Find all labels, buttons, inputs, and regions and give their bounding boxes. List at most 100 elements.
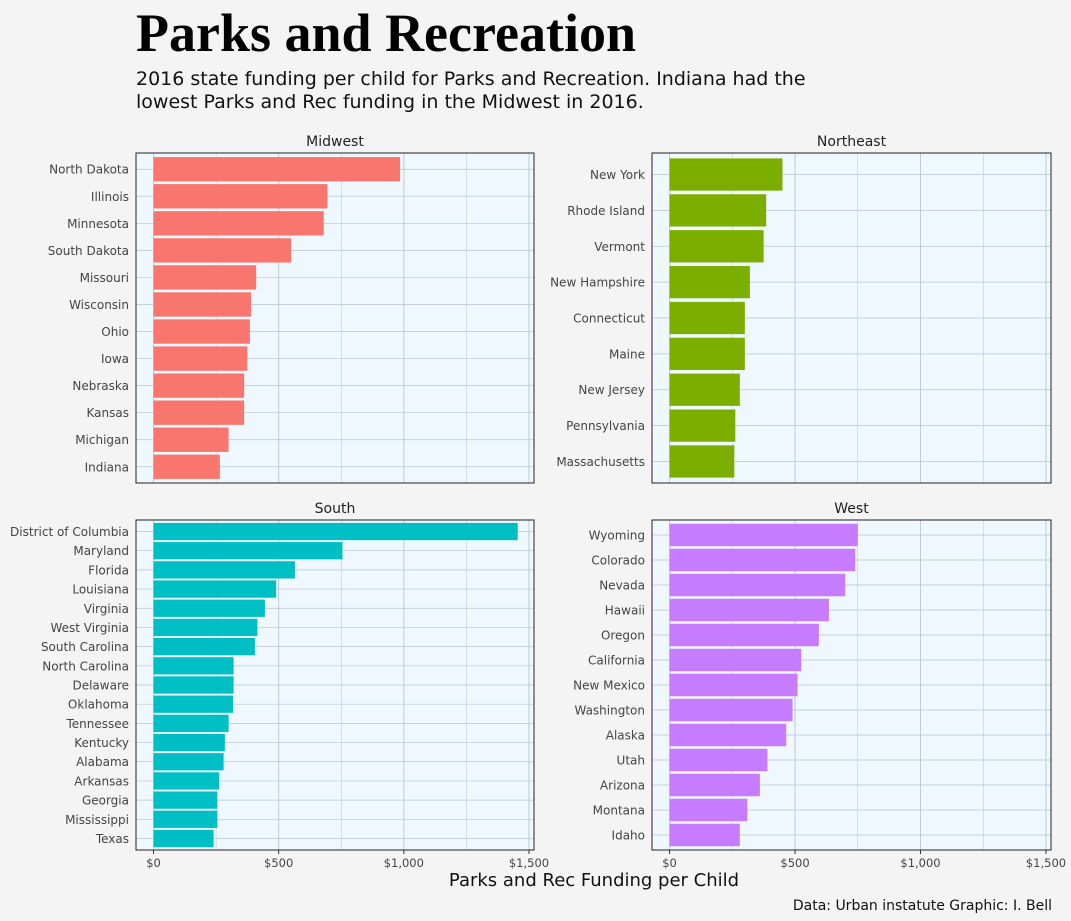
facet-title: Northeast [817, 134, 887, 150]
category-label: California [588, 654, 645, 668]
bar-arizona [669, 773, 760, 797]
bar-missouri [153, 265, 257, 290]
category-label: Iowa [101, 352, 129, 366]
bar-south-dakota [153, 238, 292, 263]
category-label: New Mexico [573, 679, 645, 693]
category-label: Delaware [72, 679, 129, 693]
bar-west-virginia [153, 618, 258, 637]
x-tick-label: $1,000 [384, 856, 424, 870]
bar-new-york [669, 158, 783, 191]
facet-title: West [834, 501, 869, 517]
x-tick-label: $500 [780, 856, 809, 870]
bar-georgia [153, 791, 218, 809]
category-label: Montana [593, 804, 645, 818]
bar-maine [669, 337, 745, 371]
bar-new-mexico [669, 673, 798, 697]
chart-title: Parks and Recreation [136, 3, 636, 63]
bar-north-carolina [153, 657, 234, 675]
bar-north-dakota [153, 157, 401, 182]
bar-florida [153, 561, 295, 579]
bar-hawaii [669, 598, 829, 622]
category-label: Minnesota [67, 217, 129, 231]
bar-oklahoma [153, 695, 234, 713]
bar-virginia [153, 599, 265, 617]
category-label: Virginia [84, 602, 129, 616]
bar-utah [669, 748, 768, 772]
facet-northeast: Northeast New York Rhode Island Vermont New … [550, 134, 1052, 484]
bar-idaho [669, 823, 740, 847]
category-label: Wyoming [589, 529, 645, 543]
category-label: Florida [88, 563, 129, 577]
category-label: Illinois [91, 190, 129, 204]
panel-border [135, 519, 535, 851]
category-label: Washington [574, 704, 645, 718]
category-label: North Carolina [42, 659, 129, 673]
bar-louisiana [153, 580, 277, 598]
category-label: Oregon [601, 629, 645, 643]
bar-south-carolina [153, 637, 255, 656]
category-label: District of Columbia [10, 525, 129, 539]
category-label: Georgia [82, 794, 129, 808]
bar-michigan [153, 427, 229, 452]
category-label: Vermont [594, 240, 645, 254]
bar-district-of-columbia [153, 522, 518, 541]
chart-subtitle: 2016 state funding per child for Parks a… [136, 68, 806, 113]
category-label: Colorado [591, 554, 645, 568]
x-axis-label: Parks and Rec Funding per Child [448, 870, 740, 891]
bar-texas [153, 829, 214, 848]
bar-nevada [669, 573, 846, 597]
category-label: Oklahoma [68, 698, 129, 712]
facet-title: Midwest [306, 134, 364, 150]
category-label: West Virginia [50, 621, 129, 635]
category-label: Missouri [80, 271, 129, 285]
category-label: New Jersey [578, 383, 645, 397]
category-label: Pennsylvania [566, 419, 645, 433]
x-tick-label: $1,500 [1026, 856, 1066, 870]
panel-border [135, 152, 535, 484]
category-label: Connecticut [573, 312, 645, 326]
bar-iowa [153, 346, 248, 371]
category-label: Indiana [85, 460, 129, 474]
category-label: Nebraska [72, 379, 129, 393]
bar-alabama [153, 753, 224, 771]
x-tick-label: $0 [146, 856, 161, 870]
bar-vermont [669, 230, 764, 263]
category-label: Kentucky [74, 736, 129, 750]
category-label: Massachusetts [556, 455, 645, 469]
category-label: Hawaii [605, 604, 645, 618]
category-label: Mississippi [65, 813, 129, 827]
category-label: Idaho [612, 829, 645, 843]
facet-midwest: Midwest North Dakota Illinois Minnesota Sout… [48, 134, 535, 484]
bar-arkansas [153, 772, 220, 790]
category-label: Arizona [600, 779, 645, 793]
bar-maryland [153, 542, 343, 560]
bar-new-hampshire [669, 265, 750, 299]
category-label: South Carolina [41, 640, 129, 654]
bar-connecticut [669, 301, 745, 335]
bar-rhode-island [669, 194, 767, 227]
bar-wyoming [669, 523, 858, 547]
bar-tennessee [153, 714, 229, 733]
bar-colorado [669, 548, 856, 572]
category-label: Kansas [87, 406, 129, 420]
bar-wisconsin [153, 292, 252, 317]
category-label: North Dakota [49, 163, 129, 177]
bar-oregon [669, 623, 819, 647]
category-label: New Hampshire [550, 276, 645, 290]
bar-kentucky [153, 733, 225, 752]
bar-new-jersey [669, 373, 740, 406]
category-label: Maine [609, 347, 645, 361]
category-label: South Dakota [48, 244, 129, 258]
bar-california [669, 648, 802, 672]
bar-indiana [153, 454, 220, 479]
category-label: Louisiana [72, 583, 129, 597]
category-label: Arkansas [74, 774, 129, 788]
bar-kansas [153, 400, 245, 425]
bar-washington [669, 698, 793, 722]
panel-border [651, 519, 1052, 851]
category-label: Alaska [606, 729, 645, 743]
category-label: Alabama [76, 755, 129, 769]
category-label: New York [590, 168, 645, 182]
bar-montana [669, 798, 748, 822]
